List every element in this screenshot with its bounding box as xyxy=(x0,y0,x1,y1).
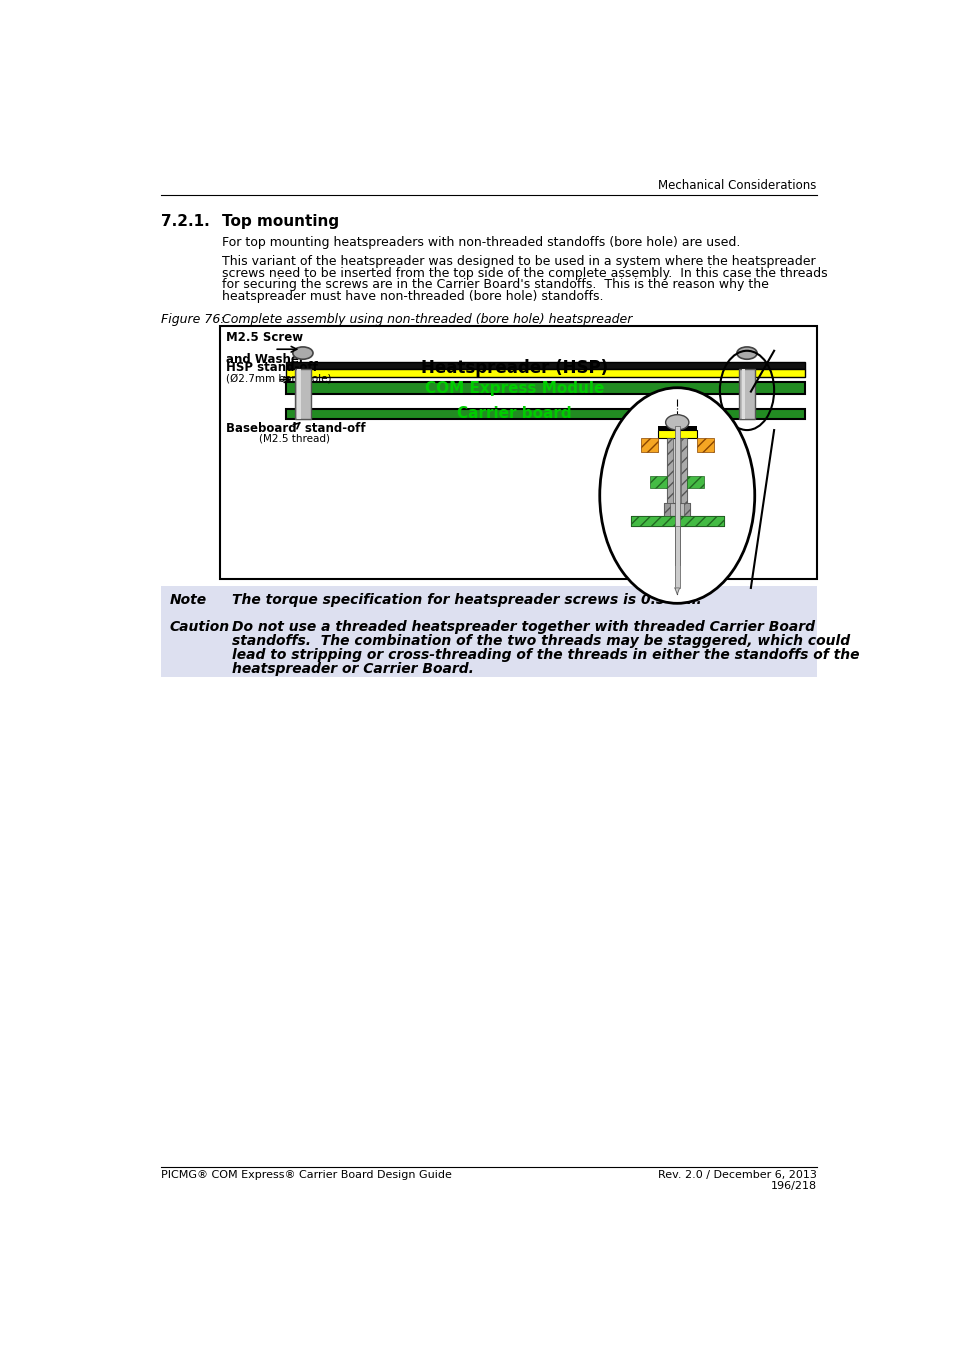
Polygon shape xyxy=(674,588,679,594)
Text: Caution: Caution xyxy=(170,620,230,634)
Ellipse shape xyxy=(599,388,754,604)
Bar xyxy=(630,516,723,527)
Text: M2.5 Screw: M2.5 Screw xyxy=(226,331,303,345)
Bar xyxy=(161,615,816,677)
Text: PICMG® COM Express® Carrier Board Design Guide: PICMG® COM Express® Carrier Board Design… xyxy=(161,1170,452,1179)
Text: (M2.5 thread): (M2.5 thread) xyxy=(258,434,330,444)
Ellipse shape xyxy=(293,347,313,359)
Text: COM Express Module: COM Express Module xyxy=(424,381,603,396)
Text: Note: Note xyxy=(170,593,207,607)
Text: for securing the screws are in the Carrier Board's standoffs.  This is the reaso: for securing the screws are in the Carri… xyxy=(221,278,767,292)
Ellipse shape xyxy=(665,415,688,430)
Text: Carrier board: Carrier board xyxy=(456,407,571,422)
Bar xyxy=(663,503,670,516)
Bar xyxy=(686,476,703,488)
Text: This variant of the heatspreader was designed to be used in a system where the h: This variant of the heatspreader was des… xyxy=(221,255,814,269)
Bar xyxy=(220,326,816,578)
Text: Baseboard  stand-off: Baseboard stand-off xyxy=(226,423,365,435)
Bar xyxy=(286,409,804,419)
Bar xyxy=(663,503,690,516)
Text: Top mounting: Top mounting xyxy=(221,215,338,230)
Bar xyxy=(658,430,696,438)
Bar xyxy=(286,362,804,369)
Bar xyxy=(666,438,686,503)
Bar xyxy=(649,476,666,488)
Bar xyxy=(161,586,816,615)
Text: heatspreader must have non-threaded (bore hole) standoffs.: heatspreader must have non-threaded (bor… xyxy=(221,290,602,303)
Text: Mechanical Considerations: Mechanical Considerations xyxy=(658,180,816,192)
Bar xyxy=(674,426,679,565)
Text: Rev. 2.0 / December 6, 2013: Rev. 2.0 / December 6, 2013 xyxy=(658,1170,816,1179)
Text: HSP stand-off: HSP stand-off xyxy=(226,361,317,374)
Bar xyxy=(640,438,658,451)
Text: (Ø2.7mm bore hole): (Ø2.7mm bore hole) xyxy=(226,373,332,384)
Text: screws need to be inserted from the top side of the complete assembly.  In this : screws need to be inserted from the top … xyxy=(221,267,826,280)
Text: 196/218: 196/218 xyxy=(770,1181,816,1190)
Bar xyxy=(286,382,804,394)
Ellipse shape xyxy=(736,347,757,359)
Bar xyxy=(297,369,300,419)
Bar xyxy=(666,438,673,503)
Bar xyxy=(739,369,754,419)
Text: Do not use a threaded heatspreader together with threaded Carrier Board: Do not use a threaded heatspreader toget… xyxy=(232,620,814,634)
Bar xyxy=(658,426,696,430)
Text: standoffs.  The combination of the two threads may be staggered, which could: standoffs. The combination of the two th… xyxy=(232,634,849,648)
Bar xyxy=(683,503,690,516)
Text: Figure 76:: Figure 76: xyxy=(161,313,225,326)
Bar xyxy=(740,369,744,419)
Bar xyxy=(630,516,723,527)
Bar xyxy=(294,369,311,419)
Text: lead to stripping or cross-threading of the threads in either the standoffs of t: lead to stripping or cross-threading of … xyxy=(232,648,859,662)
Text: heatspreader or Carrier Board.: heatspreader or Carrier Board. xyxy=(232,662,473,676)
Text: For top mounting heatspreaders with non-threaded standoffs (bore hole) are used.: For top mounting heatspreaders with non-… xyxy=(221,236,740,249)
Text: The torque specification for heatspreader screws is 0.5 Nm.: The torque specification for heatspreade… xyxy=(232,593,700,607)
Bar xyxy=(696,438,713,451)
Text: Heatspreader (HSP): Heatspreader (HSP) xyxy=(420,359,607,377)
Text: 7.2.1.: 7.2.1. xyxy=(161,215,210,230)
Text: Complete assembly using non-threaded (bore hole) heatspreader: Complete assembly using non-threaded (bo… xyxy=(221,313,631,326)
Bar xyxy=(680,438,686,503)
Bar xyxy=(674,527,679,588)
Text: and Washer: and Washer xyxy=(226,353,305,366)
Bar xyxy=(286,369,804,377)
